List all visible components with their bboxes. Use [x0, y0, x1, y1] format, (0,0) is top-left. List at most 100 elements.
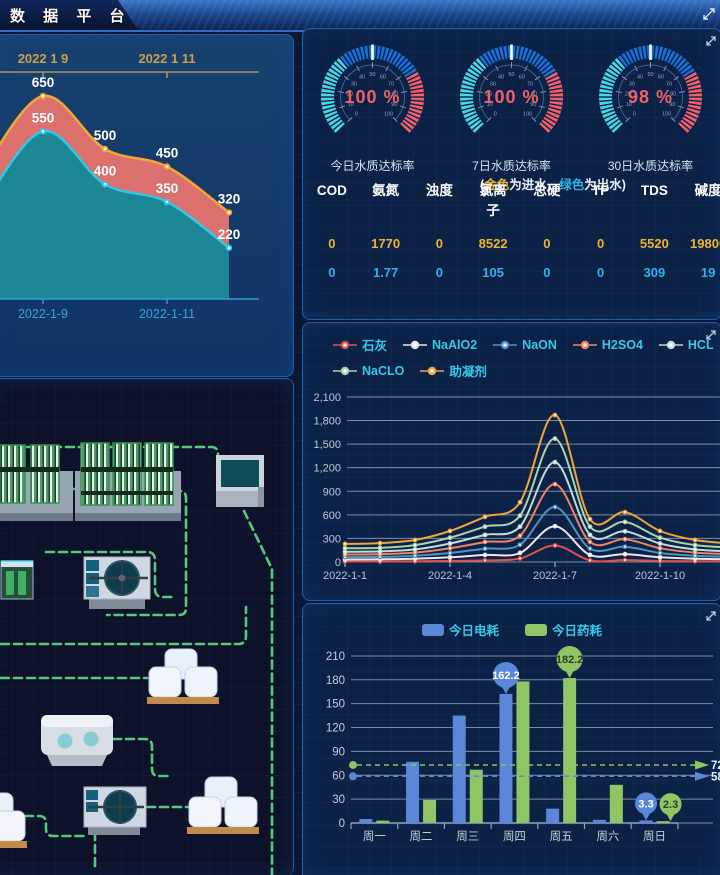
bar-今日药耗-周日[interactable]: [656, 821, 670, 823]
gauge-tick: [325, 112, 338, 120]
gauge-tick: [548, 106, 562, 112]
gauge-tick: [468, 118, 481, 128]
gauge-tick: [688, 99, 702, 103]
bar-今日药耗-周五[interactable]: [563, 678, 577, 823]
marker-balloon[interactable]: [556, 646, 583, 673]
table-cell: 0: [597, 264, 605, 280]
gauge-tick: [408, 78, 422, 85]
clarifier-icon[interactable]: [83, 556, 151, 609]
gauge-tick: [385, 48, 391, 62]
marker-balloon[interactable]: [659, 793, 682, 816]
data-point-core: [694, 538, 696, 541]
gauge-scale-number: 100: [523, 111, 532, 117]
gauge-tick: [460, 99, 474, 103]
outlet-area-fill: [0, 131, 229, 299]
legend-item-NaCLO[interactable]: NaCLO: [333, 361, 404, 380]
gauge-inner-tick: [663, 65, 667, 72]
legend-item-石灰[interactable]: 石灰: [333, 335, 387, 354]
gauge-tick: [683, 115, 696, 124]
gauge-tick: [322, 82, 336, 88]
collapse-arrows-icon[interactable]: [702, 7, 716, 26]
marker-balloon[interactable]: [492, 661, 519, 688]
legend-item-H2SO4[interactable]: H2SO4: [572, 335, 643, 354]
gauge-tick: [600, 106, 614, 112]
y-axis-label: 90: [332, 746, 345, 758]
gauge-tick: [378, 46, 383, 60]
bar-今日药耗-周六[interactable]: [609, 784, 623, 823]
gauge-tick: [474, 60, 485, 71]
gauge-tick: [321, 91, 335, 95]
bag-stack-icon[interactable]: [187, 776, 259, 834]
data-point-core: [694, 554, 696, 557]
gauge-tick: [540, 121, 552, 131]
gauge-tick: [686, 109, 700, 116]
point-value-label: 320: [218, 192, 241, 207]
bag-stack-icon[interactable]: [0, 792, 27, 848]
x-axis-label: 2022-1-7: [533, 570, 577, 582]
data-point-core: [165, 200, 169, 204]
gauge-tick: [367, 45, 370, 59]
avg-value-label: 72.97: [711, 760, 720, 772]
bar-今日电耗-周日[interactable]: [639, 820, 653, 823]
clarifier-icon[interactable]: [83, 786, 147, 835]
y-axis-label: 120: [326, 723, 345, 735]
bar-今日电耗-周一[interactable]: [359, 819, 373, 823]
bar-今日电耗-周三[interactable]: [452, 715, 466, 823]
gauge-today: 0 10 20 30 40 50 60 70 80 90 100 100 % 今日水质达标率: [303, 31, 442, 173]
y-axis-label: 210: [326, 651, 345, 663]
gauge-tick: [679, 121, 691, 131]
bar-今日药耗-周一[interactable]: [376, 820, 390, 823]
gauge-tick: [460, 102, 474, 107]
membrane-rack-icon[interactable]: [0, 444, 73, 521]
bar-今日药耗-周二[interactable]: [423, 799, 437, 823]
legend-item-HCL[interactable]: HCL: [658, 335, 714, 354]
legend-item-今日药耗[interactable]: 今日药耗: [525, 620, 602, 639]
gauge-7day: 0 10 20 30 40 50 60 70 80 90 100 100 % 7日水质达标率: [442, 31, 581, 173]
gauge-label: 今日水质达标率: [330, 159, 415, 173]
legend-item-NaON[interactable]: NaON: [493, 335, 557, 354]
y-axis-label: 0: [339, 818, 345, 830]
gauge-tick: [546, 74, 559, 82]
gauge-tick: [403, 66, 416, 76]
top-axis-label: 2022 1 9: [18, 51, 69, 66]
legend-label: 今日电耗: [448, 624, 499, 638]
bar-今日电耗-周六[interactable]: [592, 819, 606, 823]
y-axis-label: 900: [323, 486, 341, 498]
gauge-tick: [468, 66, 481, 76]
filter-press-icon[interactable]: [41, 715, 113, 766]
data-point-core: [554, 437, 556, 440]
data-point-core: [344, 547, 346, 550]
gauge-tick: [497, 47, 503, 60]
bag-stack-icon[interactable]: [147, 648, 219, 704]
gauge-scale-number: 10: [348, 102, 354, 108]
column-header-TDS: TDS: [640, 183, 668, 198]
water-tank-icon[interactable]: [216, 455, 264, 507]
aeration-tank-icon[interactable]: [0, 560, 34, 600]
data-point-core: [449, 551, 451, 554]
expand-icon[interactable]: [705, 34, 717, 52]
series-line-石灰: [344, 544, 720, 563]
bar-今日药耗-周三[interactable]: [469, 769, 483, 823]
legend-item-助凝剂[interactable]: 助凝剂: [420, 361, 487, 380]
legend-item-NaAlO2[interactable]: NaAlO2: [403, 335, 477, 354]
expand-icon[interactable]: [705, 609, 717, 627]
bar-今日电耗-周二[interactable]: [406, 761, 420, 823]
membrane-rack-icon[interactable]: [75, 442, 181, 521]
bottom-axis-label: 2022-1-11: [139, 307, 195, 321]
bar-今日药耗-周四[interactable]: [516, 681, 530, 823]
data-point-core: [227, 246, 231, 250]
gauge-tick: [600, 82, 614, 88]
legend-item-今日电耗[interactable]: 今日电耗: [421, 620, 499, 639]
marker-balloon[interactable]: [635, 792, 658, 815]
gauge-scale-number: 0: [355, 111, 358, 117]
app-title-tab: 数 据 平 台: [0, 0, 138, 30]
gauge-inner-tick: [524, 65, 528, 72]
gauge-tick: [323, 78, 337, 85]
gauge-tick: [687, 82, 701, 88]
gauge-scale-number: 90: [530, 102, 536, 108]
expand-icon[interactable]: [705, 328, 717, 346]
bar-今日电耗-周五[interactable]: [546, 808, 560, 823]
bar-今日电耗-周四[interactable]: [499, 693, 513, 823]
